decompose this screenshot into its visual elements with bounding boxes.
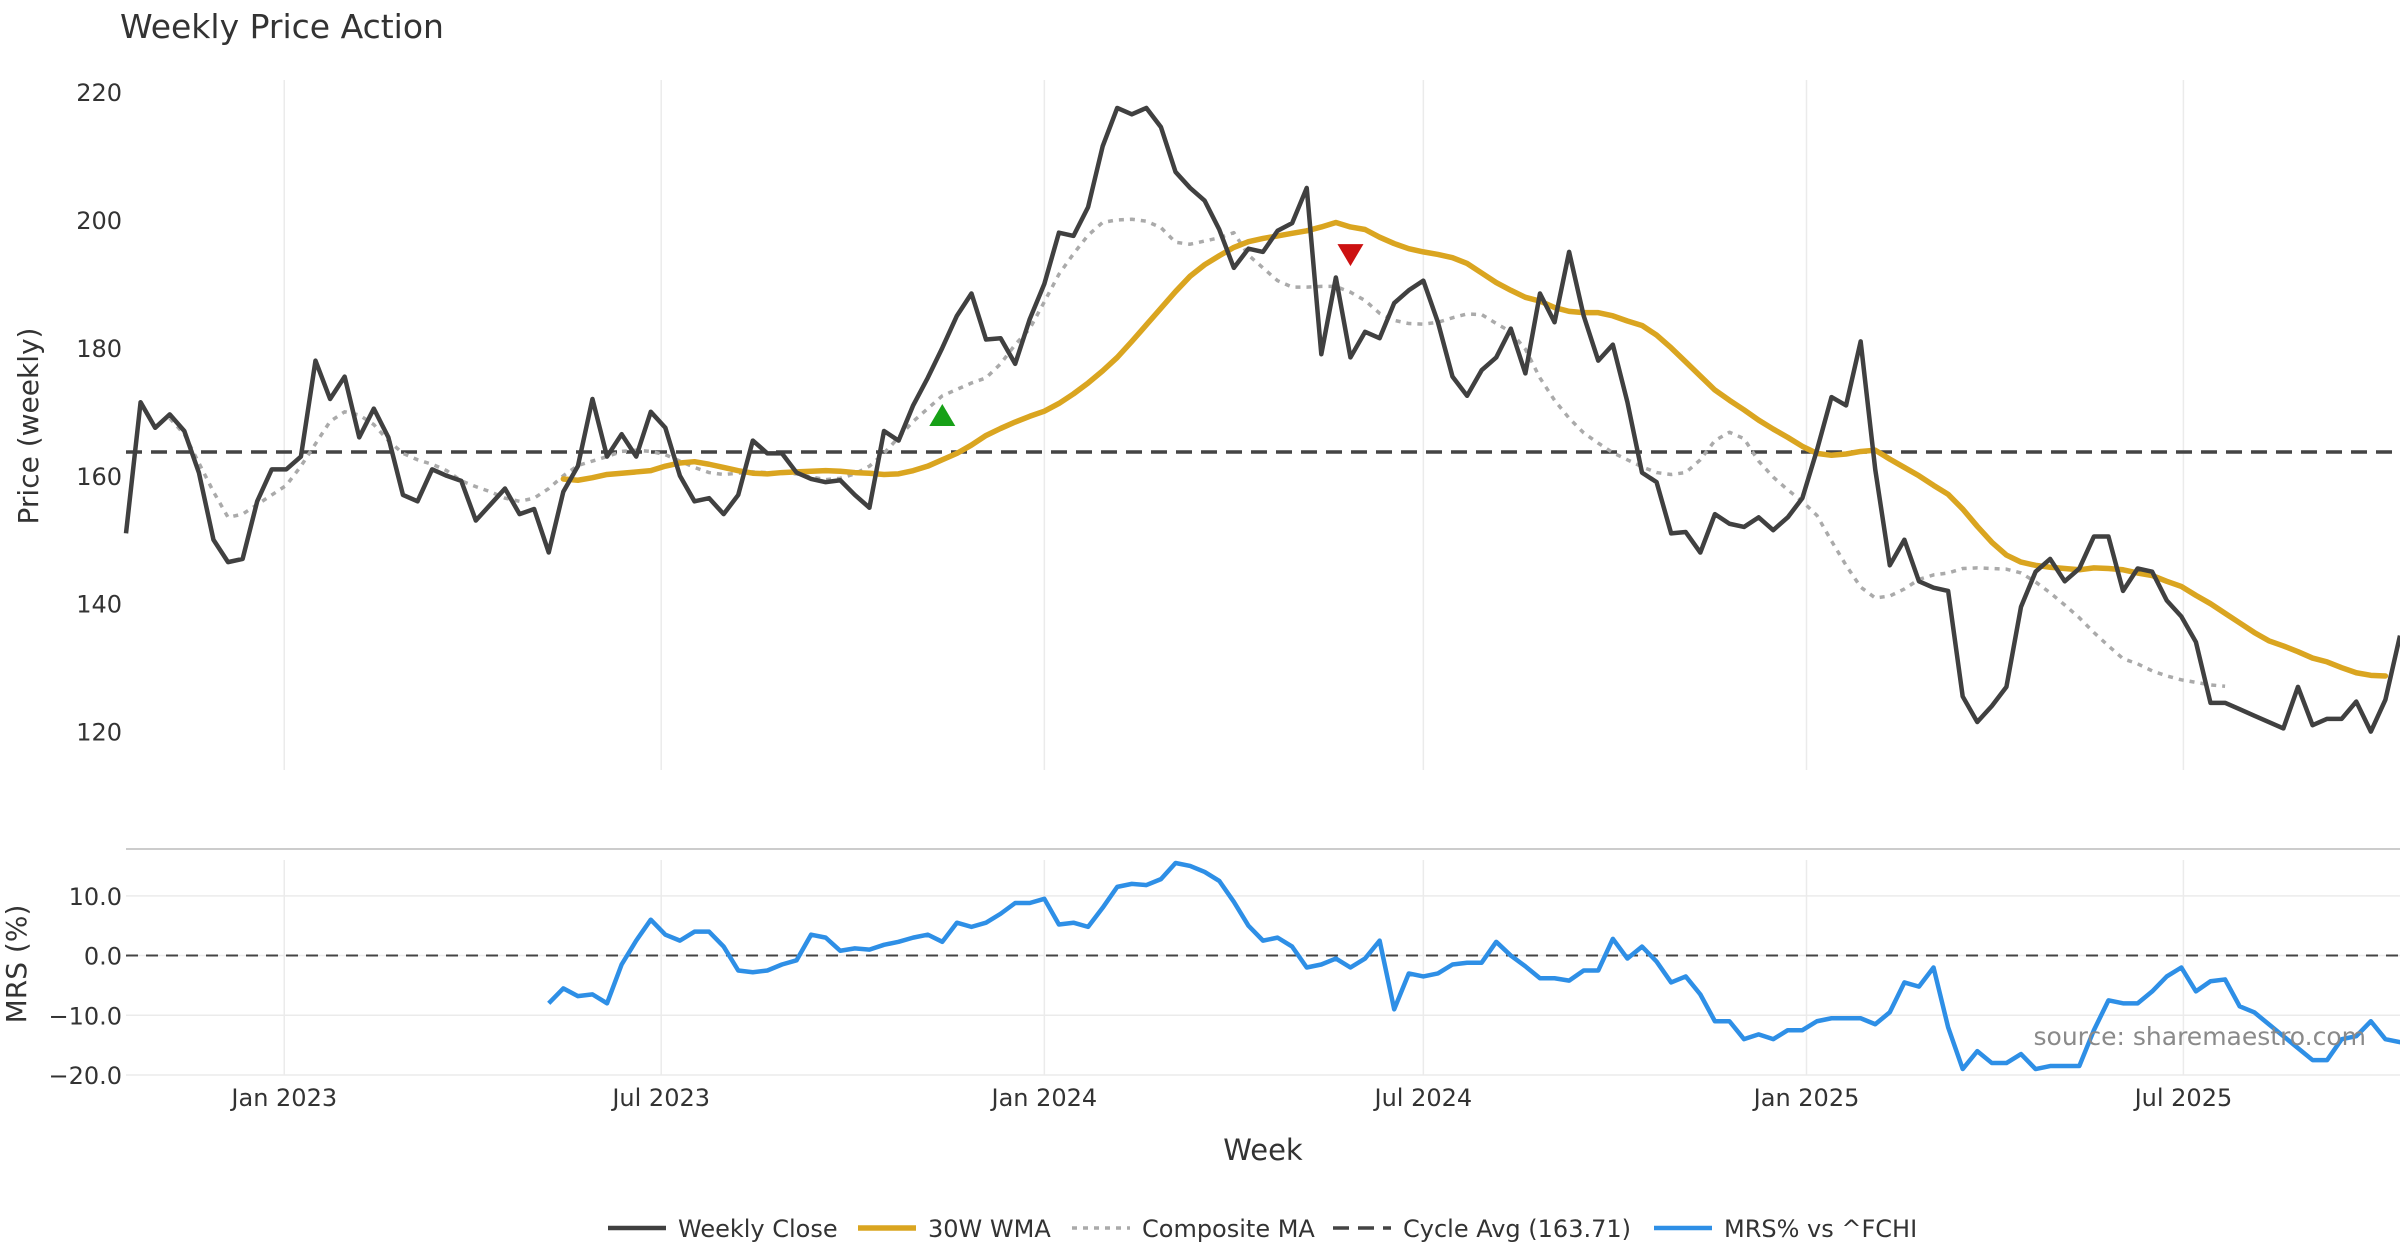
x-tick-label: Jul 2024 [1373, 1084, 1473, 1112]
legend-label: 30W WMA [928, 1215, 1051, 1243]
legend-label: Weekly Close [678, 1215, 838, 1243]
mrs-y-tick-label: 10.0 [69, 883, 122, 911]
x-tick-label: Jan 2025 [1752, 1084, 1860, 1112]
price-y-axis-label: Price (weekly) [12, 328, 45, 525]
chart-title: Weekly Price Action [120, 7, 444, 46]
legend: Weekly Close 30W WMA Composite MA Cycle Avg… [608, 1215, 1917, 1243]
price-plot-area [123, 105, 2400, 734]
price-panel-grid [283, 80, 2185, 770]
x-tick-label: Jan 2023 [229, 1084, 337, 1112]
weekly-close-line [123, 105, 2400, 734]
price-y-tick-label: 160 [76, 463, 122, 491]
mrs-plot-area [126, 860, 2400, 1072]
price-y-tick-label: 220 [76, 79, 122, 107]
x-tick-label: Jul 2023 [610, 1084, 710, 1112]
price-y-tick-label: 180 [76, 335, 122, 363]
mrs-y-axis-label: MRS (%) [0, 905, 33, 1024]
mrs-y-tick-label: 0.0 [84, 943, 122, 971]
legend-label: MRS% vs ^FCHI [1724, 1215, 1917, 1243]
buy-signal-marker [929, 404, 956, 426]
mrs-line [547, 860, 2400, 1072]
price-y-tick-label: 140 [76, 591, 122, 619]
x-axis-ticks: Jan 2023 Jul 2023 Jan 2024 Jul 2024 Jan 2025… [229, 1084, 2232, 1112]
x-tick-label: Jul 2025 [2133, 1084, 2233, 1112]
wma-30w-line [560, 219, 2389, 679]
mrs-y-ticks: −20.0 −10.0 0.0 10.0 [48, 883, 122, 1090]
source-watermark: source: sharemaestro.com [2034, 1022, 2367, 1051]
sell-signal-marker [1337, 244, 1364, 267]
mrs-y-tick-label: −20.0 [48, 1062, 122, 1090]
mrs-panel-grid [126, 860, 2400, 1076]
x-tick-label: Jan 2024 [989, 1084, 1097, 1112]
x-axis-label: Week [1223, 1133, 1303, 1167]
composite-ma-line [168, 217, 2226, 688]
legend-label: Cycle Avg (163.71) [1403, 1215, 1631, 1243]
price-y-ticks: 120 140 160 180 200 220 [76, 79, 122, 747]
price-y-tick-label: 120 [76, 719, 122, 747]
mrs-y-tick-label: −10.0 [48, 1002, 122, 1030]
price-y-tick-label: 200 [76, 207, 122, 235]
legend-label: Composite MA [1142, 1215, 1315, 1243]
